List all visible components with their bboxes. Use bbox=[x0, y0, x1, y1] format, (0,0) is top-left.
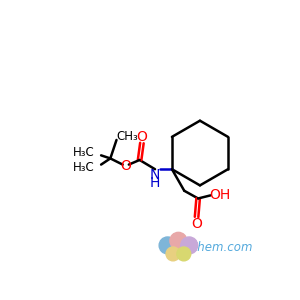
Text: OH: OH bbox=[209, 188, 230, 203]
Text: O: O bbox=[120, 159, 131, 173]
Text: Chem.com: Chem.com bbox=[190, 241, 253, 254]
Circle shape bbox=[166, 247, 180, 261]
Circle shape bbox=[177, 247, 191, 261]
Text: H₃C: H₃C bbox=[73, 161, 95, 174]
Text: CH₃: CH₃ bbox=[116, 130, 138, 143]
Text: N: N bbox=[150, 168, 160, 182]
Circle shape bbox=[159, 237, 176, 254]
Circle shape bbox=[170, 232, 187, 249]
Text: O: O bbox=[191, 217, 202, 231]
Text: H: H bbox=[150, 176, 160, 190]
Text: O: O bbox=[136, 130, 147, 144]
Text: H₃C: H₃C bbox=[73, 146, 95, 159]
Circle shape bbox=[181, 237, 198, 254]
